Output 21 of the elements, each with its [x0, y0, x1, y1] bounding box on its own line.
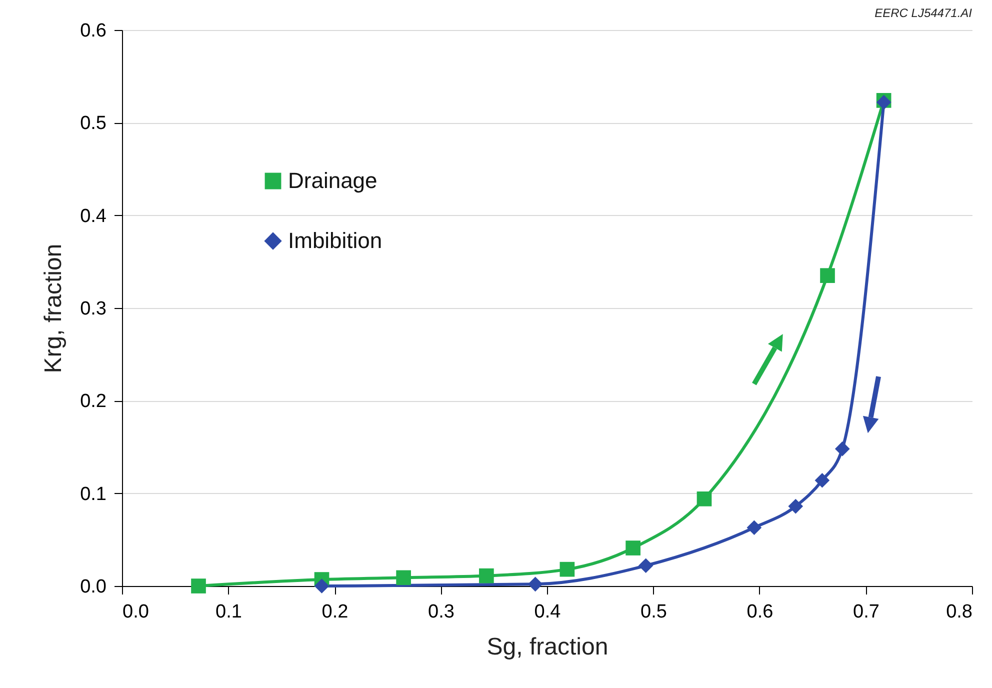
text: EERC LJ54471.AI [874, 6, 972, 20]
legend-label: Imbibition [288, 228, 382, 253]
x-tick-label: 0.5 [640, 602, 667, 622]
y-axis-title: Krg, fraction [40, 244, 68, 374]
x-tick-label: 0.1 [216, 602, 242, 622]
x-axis-title: Sg, fraction [486, 634, 608, 660]
x-tick-label: 0.0 [122, 602, 149, 622]
y-tick-label: 0.5 [80, 113, 106, 134]
legend-label: Drainage [288, 168, 378, 193]
x-tick-label: 0.6 [746, 602, 774, 622]
y-tick-label: 0.2 [80, 391, 106, 412]
y-tick-label: 0.6 [80, 20, 106, 42]
x-tick-label: 0.8 [946, 602, 972, 622]
x-tick-label: 0.4 [534, 602, 562, 622]
x-tick-label: 0.7 [853, 602, 880, 622]
y-tick-label: 0.3 [80, 298, 106, 320]
y-tick-label: 0.1 [80, 484, 106, 505]
y-tick-label: 0.0 [80, 576, 106, 598]
y-tick-label: 0.4 [80, 206, 107, 227]
x-tick-label: 0.3 [428, 602, 454, 622]
x-tick-label: 0.2 [322, 602, 348, 622]
